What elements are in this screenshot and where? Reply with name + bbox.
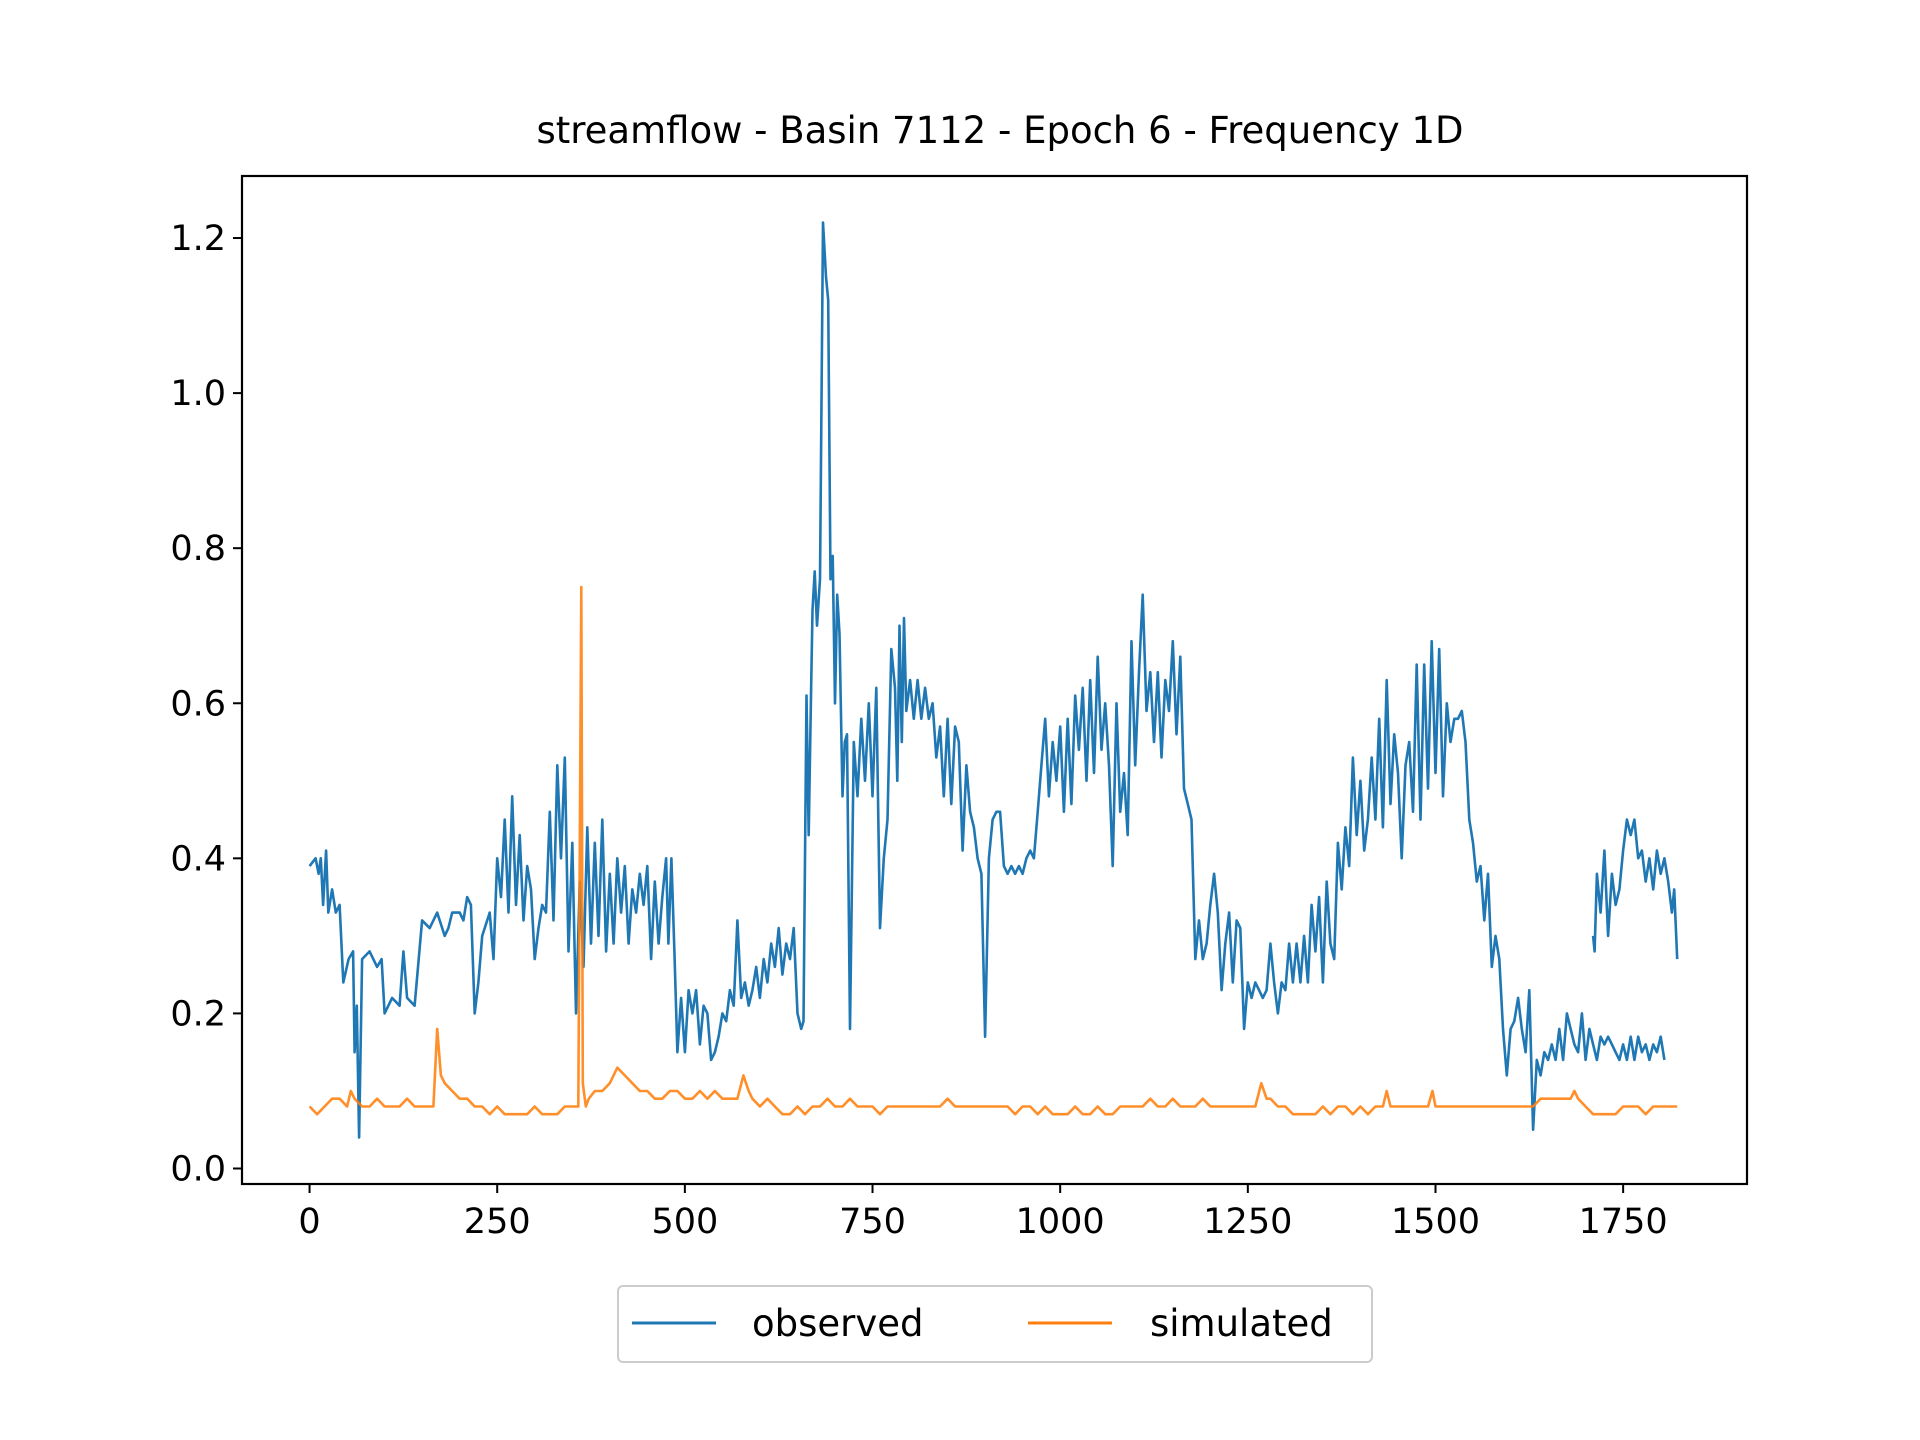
x-tick-label: 1750	[1579, 1202, 1668, 1242]
legend: observed simulated	[617, 1285, 1373, 1363]
series-layer	[308, 221, 1679, 1139]
x-tick-label: 1500	[1391, 1202, 1480, 1242]
y-tick-label: 0.4	[170, 839, 226, 879]
series-line-simulated-segment-0	[308, 585, 1678, 1116]
y-tick-label: 1.0	[170, 374, 226, 414]
legend-label-simulated: simulated	[1150, 1302, 1333, 1345]
y-axis: 0.0 0.2 0.4 0.6 0.8 1.0 1.2	[170, 219, 242, 1189]
series-line-observed-segment-0	[308, 221, 1666, 1139]
y-tick-label: 0.6	[170, 684, 226, 724]
axes-frame	[240, 174, 1749, 1186]
x-tick-label: 250	[464, 1202, 531, 1242]
x-tick-label: 750	[839, 1202, 906, 1242]
series-line-observed-segment-1	[1591, 818, 1679, 960]
x-axis: 0 250 500 750 1000 1250 1500 1750	[298, 1184, 1668, 1242]
x-tick-label: 1250	[1203, 1202, 1292, 1242]
legend-frame	[617, 1285, 1373, 1363]
chart-title: streamflow - Basin 7112 - Epoch 6 - Freq…	[536, 109, 1463, 152]
y-tick-label: 0.0	[170, 1149, 226, 1189]
legend-label-observed: observed	[752, 1302, 924, 1345]
y-tick-label: 0.8	[170, 529, 226, 569]
x-tick-label: 500	[651, 1202, 718, 1242]
y-tick-label: 0.2	[170, 994, 226, 1034]
x-tick-label: 0	[298, 1202, 320, 1242]
x-tick-label: 1000	[1016, 1202, 1105, 1242]
plot-area	[240, 174, 1749, 1186]
y-tick-label: 1.2	[170, 219, 226, 259]
